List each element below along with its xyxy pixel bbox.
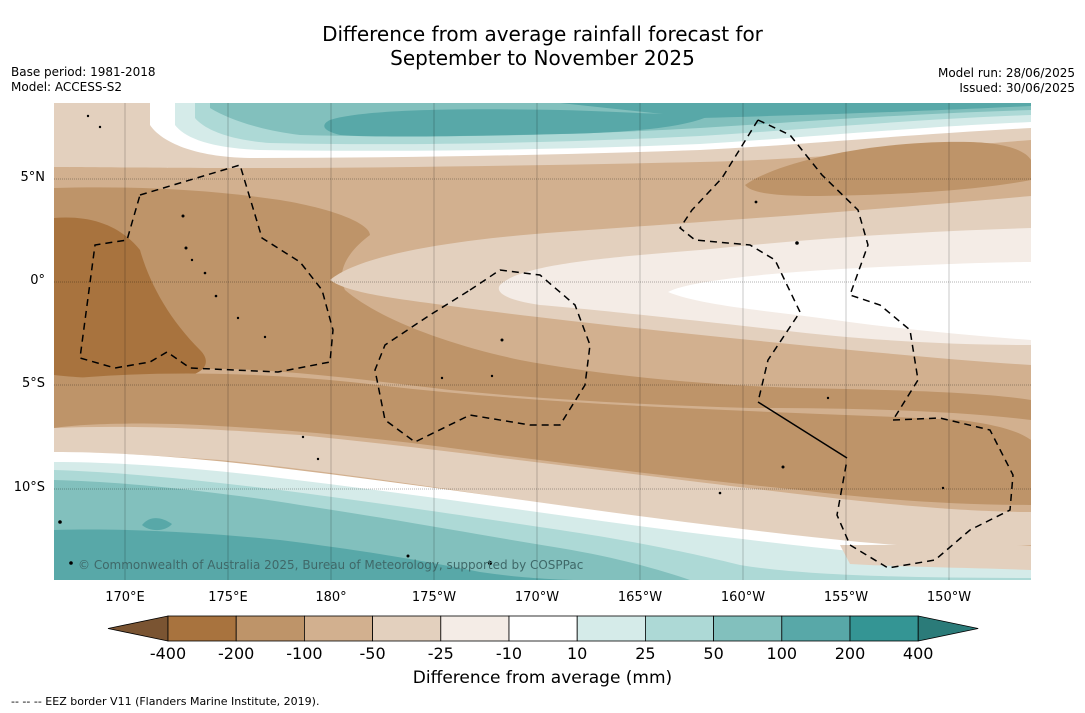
lon-label-170e: 170°E — [105, 590, 145, 605]
colorbar-box — [303, 615, 373, 642]
graticule — [54, 178, 1031, 490]
eez-cook — [836, 417, 1014, 569]
south-teal-deep — [54, 529, 580, 580]
ne-brown-patch — [745, 141, 1031, 196]
islands — [58, 114, 945, 565]
model-run-info: Model run: 28/06/2025 Issued: 30/06/2025 — [938, 66, 1075, 96]
lon-label-150w: 150°W — [926, 590, 972, 605]
colorbar-tick-label: -50 — [359, 644, 386, 663]
colorbar-box — [645, 615, 715, 642]
model-text: Model: ACCESS-S2 — [11, 80, 123, 94]
colorbar-box — [781, 615, 851, 642]
colorbar-tick-label: -25 — [427, 644, 454, 663]
eez-phoenix — [374, 269, 591, 443]
south-light-band — [54, 426, 1031, 547]
colorbar-tick-label: -100 — [286, 644, 323, 663]
title-line-2: September to November 2025 — [390, 46, 695, 70]
colorbar-tick-label: -10 — [495, 644, 523, 663]
north-teal-deep-2 — [560, 103, 1031, 118]
eez-borders — [79, 119, 1014, 569]
base-period-text: Base period: 1981-2018 — [11, 65, 156, 79]
colorbar-box — [372, 615, 442, 642]
base-period-info: Base period: 1981-2018 Model: ACCESS-S2 — [11, 65, 156, 95]
rainfall-contours — [54, 103, 1031, 580]
colorbar-box — [576, 615, 646, 642]
eez-line-islands — [757, 119, 919, 421]
colorbar-box — [849, 615, 919, 642]
colorbar-arrow-high — [917, 615, 979, 642]
model-run-text: Model run: 28/06/2025 — [937, 66, 1075, 80]
east-whitest — [890, 265, 1031, 320]
colorbar-arrow-low — [107, 615, 169, 642]
west-brown-region — [54, 187, 1031, 420]
colorbar-box — [440, 615, 510, 642]
eez-footnote: -- -- -- EEZ border V11 (Flanders Marine… — [11, 695, 320, 708]
colorbar-tick-label: -400 — [149, 644, 187, 663]
colorbar-tick-label: -200 — [218, 644, 255, 663]
title-line-1: Difference from average rainfall forecas… — [322, 22, 763, 46]
colorbar-box — [235, 615, 305, 642]
lat-label-10s: 10°S — [13, 480, 45, 495]
west-dark-brown — [54, 217, 206, 379]
colorbar-tick-label: 100 — [766, 644, 798, 663]
colorbar-tick-label: 200 — [834, 644, 866, 663]
colorbar-tick-label: 400 — [902, 644, 934, 663]
lat-label-5n: 5°N — [20, 170, 46, 185]
colorbar-tick-label: 25 — [635, 644, 656, 663]
colorbar-box — [713, 615, 783, 642]
colorbar-tick-label: 50 — [703, 644, 724, 663]
lat-label-5s: 5°S — [21, 376, 45, 391]
north-teal-deep — [324, 109, 720, 137]
lon-label-165w: 165°W — [617, 590, 663, 605]
lon-label-175w: 175°W — [411, 590, 457, 605]
south-teal-patch — [142, 518, 172, 531]
eez-kiribati-gilbert — [79, 164, 334, 373]
south-east-light — [840, 544, 1031, 570]
meridians — [124, 103, 950, 580]
chart-title: Difference from average rainfall forecas… — [0, 22, 1085, 70]
northwest-corner — [54, 103, 121, 139]
lon-label-175e: 175°E — [208, 590, 248, 605]
colorbar-tick-label: 10 — [567, 644, 588, 663]
colorbar-box — [508, 615, 578, 642]
eez-line-islands-west — [678, 119, 801, 403]
copyright-notice: © Commonwealth of Australia 2025, Bureau… — [78, 558, 584, 572]
lat-label-0: 0° — [30, 273, 45, 288]
lon-label-180: 180° — [315, 590, 347, 605]
south-white-band — [54, 452, 1031, 561]
colorbar-label: Difference from average (mm) — [412, 668, 673, 688]
lon-label-160w: 160°W — [720, 590, 766, 605]
issued-text: Issued: 30/06/2025 — [959, 81, 1075, 95]
colorbar — [107, 615, 979, 642]
lon-label-170w: 170°W — [514, 590, 560, 605]
colorbar-box — [167, 615, 237, 642]
boundary-solid — [757, 401, 848, 459]
lon-label-155w: 155°W — [823, 590, 869, 605]
south-brown-band — [54, 373, 1031, 505]
